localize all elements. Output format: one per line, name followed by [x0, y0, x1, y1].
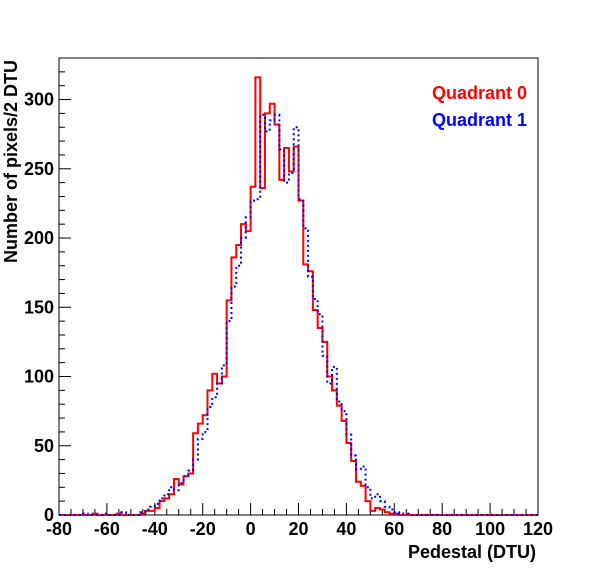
x-tick-label: -20: [190, 519, 216, 539]
legend-entry-quadrant-1: Quadrant 1: [432, 110, 527, 130]
x-tick-label: 60: [384, 519, 404, 539]
x-tick-label: -60: [94, 519, 120, 539]
axis-ticks: [58, 57, 539, 516]
y-tick-label: 250: [24, 159, 54, 179]
legend-entry-quadrant-0: Quadrant 0: [432, 83, 527, 103]
x-tick-label: 20: [288, 519, 308, 539]
series-quadrant-0-histogram: [59, 76, 538, 516]
series-quadrant-1-histogram: [59, 113, 538, 516]
series-layer: [59, 76, 538, 516]
x-tick-label: 120: [523, 519, 553, 539]
y-tick-label: 100: [24, 367, 54, 387]
x-tick-label: -80: [46, 519, 72, 539]
y-tick-label: 50: [34, 436, 54, 456]
y-axis-title: Number of pixels/2 DTU: [1, 60, 21, 263]
y-tick-label: 150: [24, 297, 54, 317]
x-tick-label: 0: [246, 519, 256, 539]
y-tick-label: 300: [24, 90, 54, 110]
x-axis-title: Pedestal (DTU): [408, 542, 536, 562]
tick-labels: -80 -60 -40 -20 0 20 40 60 80 100 120 0 50 100 150 200 2…: [24, 90, 553, 539]
x-tick-label: 100: [475, 519, 505, 539]
y-tick-label: 200: [24, 228, 54, 248]
x-tick-label: 80: [432, 519, 452, 539]
x-tick-label: 40: [336, 519, 356, 539]
y-tick-label: 0: [44, 505, 54, 525]
x-tick-label: -40: [142, 519, 168, 539]
